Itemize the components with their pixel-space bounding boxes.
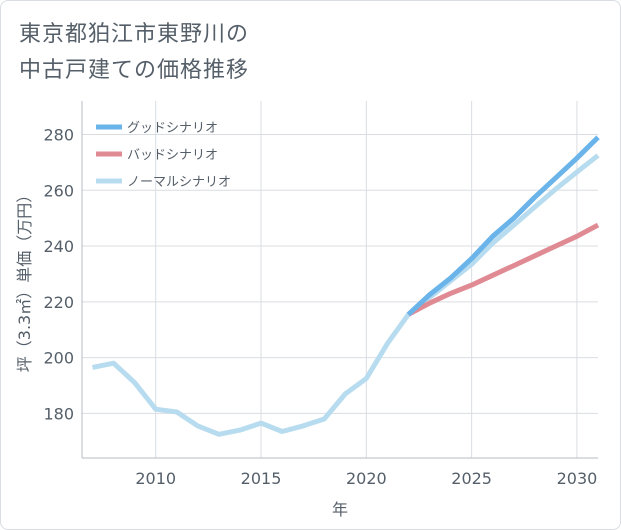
series-lines — [92, 135, 600, 437]
series-line-1 — [407, 222, 600, 317]
y-tick-label: 280 — [43, 125, 74, 144]
axes — [81, 101, 598, 459]
chart-title: 東京都狛江市東野川の 中古戸建ての価格推移 — [19, 17, 249, 89]
y-tick-labels: 180 200 220 240 260 280 — [43, 125, 74, 423]
legend-label: ノーマルシナリオ — [127, 175, 231, 190]
chart-title-line-2: 中古戸建ての価格推移 — [19, 58, 250, 83]
x-tick-label: 2025 — [451, 469, 492, 488]
grid-lines — [82, 101, 598, 458]
x-tick-labels: 2010 2015 2020 2025 2030 — [135, 469, 597, 488]
x-tick-label: 2020 — [346, 469, 387, 488]
y-tick-label: 260 — [43, 181, 74, 200]
legend-label: バッドシナリオ — [127, 148, 218, 163]
series-line-0 — [406, 135, 600, 317]
x-tick-label: 2015 — [241, 469, 282, 488]
y-tick-label: 200 — [43, 349, 74, 368]
y-tick-label: 220 — [43, 293, 74, 312]
chart-title-line-1: 東京都狛江市東野川の — [19, 22, 250, 47]
x-tick-label: 2030 — [557, 469, 598, 488]
y-tick-label: 180 — [43, 404, 74, 423]
x-axis-label: 年 — [332, 500, 348, 519]
legend-label: グッドシナリオ — [127, 121, 218, 136]
y-tick-label: 240 — [43, 237, 74, 256]
series-line-2 — [92, 153, 600, 437]
x-tick-label: 2010 — [135, 469, 176, 488]
y-axis-label: 坪（3.3㎡）単価（万円） — [15, 187, 34, 372]
